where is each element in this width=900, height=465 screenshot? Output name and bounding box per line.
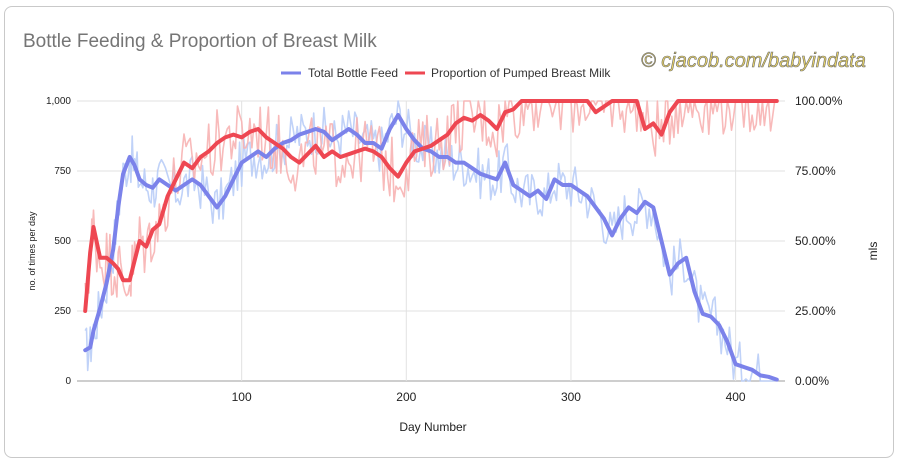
y-tick-left-4: 1,000 [46,96,71,107]
x-tick-0: 100 [232,390,252,404]
y-tick-left-0: 0 [65,376,71,387]
y-tick-left-2: 500 [54,236,71,247]
y-tick-left-3: 750 [54,166,71,177]
chart-title: Bottle Feeding & Proportion of Breast Mi… [23,31,377,52]
x-axis-ticks: 100 200 300 400 [232,390,746,404]
y-axis-left-label: no. of times per day [27,211,37,291]
x-tick-3: 400 [726,390,746,404]
legend-label-proportion: Proportion of Pumped Breast Milk [431,66,611,80]
y-tick-right-3: 75.00% [795,164,836,178]
x-axis-label: Day Number [399,420,466,434]
series-line-proportion [83,99,779,313]
x-tick-1: 200 [396,390,416,404]
trend-series [83,99,779,382]
legend-label-bottle: Total Bottle Feed [308,66,398,80]
watermark: © cjacob.com/babyindata [641,50,866,72]
y-axis-left-ticks: 0 250 500 750 1,000 [46,96,71,387]
y-tick-right-0: 0.00% [795,374,829,388]
legend: Total Bottle Feed Proportion of Pumped B… [281,66,611,80]
x-tick-2: 300 [561,390,581,404]
y-tick-left-1: 250 [54,306,71,317]
raw-line-proportion [84,100,776,308]
y-tick-right-1: 25.00% [795,304,836,318]
y-tick-right-4: 100.00% [795,94,843,108]
y-axis-right-label: mls [866,242,880,261]
y-axis-right-ticks: 0.00% 25.00% 50.00% 75.00% 100.00% [795,94,843,388]
chart-frame: Bottle Feeding & Proportion of Breast Mi… [4,6,894,458]
chart-canvas: Bottle Feeding & Proportion of Breast Mi… [23,31,880,434]
y-tick-right-2: 50.00% [795,234,836,248]
